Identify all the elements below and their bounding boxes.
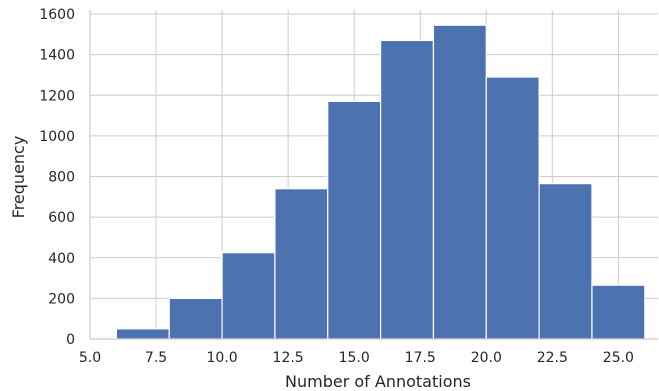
y-tick-label: 1600 [39,7,75,23]
y-tick-label: 200 [48,291,75,307]
x-tick-label: 22.5 [537,350,568,366]
x-axis-ticks: 5.0 7.5 10.0 12.5 15.0 17.5 20.0 22.5 25.0 [79,350,634,366]
histogram-bar [115,328,170,340]
histogram-bar [274,188,329,340]
y-axis-label: Frequency [9,136,28,219]
axes-frame [89,10,658,340]
histogram-bar [380,39,435,340]
y-axis-ticks: 0 200 400 600 800 1000 1200 1400 1600 [39,7,75,348]
y-tick-label: 1000 [39,129,75,145]
histogram-bar [327,100,382,340]
y-tick-label: 1400 [39,48,75,64]
bars [115,24,646,340]
histogram-bar [168,297,223,340]
histogram-bar [591,284,646,340]
y-tick-label: 0 [66,332,75,348]
x-tick-label: 17.5 [405,350,436,366]
x-tick-label: 5.0 [79,350,101,366]
x-tick-label: 15.0 [339,350,370,366]
y-tick-label: 800 [48,170,75,186]
y-tick-label: 1200 [39,88,75,104]
x-tick-label: 12.5 [273,350,304,366]
y-tick-label: 400 [48,251,75,267]
x-tick-label: 10.0 [207,350,238,366]
histogram-bar [221,252,276,340]
y-tick-label: 600 [48,210,75,226]
x-tick-label: 7.5 [145,350,167,366]
x-tick-label: 20.0 [471,350,502,366]
histogram-bar [485,76,540,340]
x-axis-label: Number of Annotations [285,372,471,391]
histogram-bar [432,24,487,340]
histogram-bar [538,183,593,340]
x-tick-label: 25.0 [603,350,634,366]
